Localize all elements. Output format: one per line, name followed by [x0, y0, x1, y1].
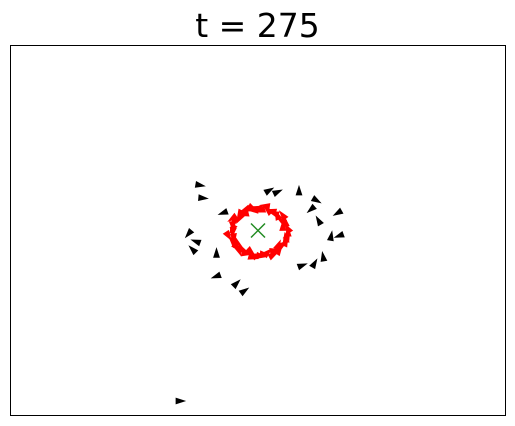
swarm-marker: [258, 203, 271, 211]
swarm-marker: [282, 229, 291, 241]
agent-marker: [333, 230, 345, 238]
agent-marker: [306, 203, 317, 214]
agent-marker: [295, 184, 303, 196]
agent-marker: [310, 195, 322, 204]
target-layer: [250, 222, 266, 239]
swarm-marker: [247, 206, 259, 214]
target-marker: [250, 222, 266, 239]
agent-marker: [188, 245, 199, 256]
agent-marker: [271, 189, 283, 198]
agent-marker: [230, 279, 241, 290]
agent-marker: [210, 271, 222, 279]
agent-marker: [175, 397, 187, 405]
swarm-marker: [236, 212, 245, 224]
agent-marker: [190, 239, 202, 247]
agent-marker: [296, 263, 308, 271]
agent-marker: [213, 247, 220, 258]
swarm-marker: [231, 237, 243, 248]
swarm-marker: [239, 204, 251, 213]
swarm-marker: [267, 251, 279, 261]
agent-marker: [327, 230, 334, 242]
agent-marker: [263, 187, 275, 196]
swarm-layer: [222, 202, 294, 261]
swarm-marker: [261, 248, 273, 259]
agent-marker: [315, 215, 324, 227]
chart-title: t = 275: [195, 6, 320, 45]
agent-marker: [320, 250, 328, 262]
swarm-marker: [245, 245, 256, 256]
swarm-marker: [227, 212, 239, 222]
agent-marker: [184, 227, 195, 239]
agent-layer: [175, 181, 345, 405]
agent-marker: [194, 181, 206, 188]
swarm-marker: [278, 210, 289, 222]
agent-marker: [198, 194, 209, 202]
swarm-marker: [233, 244, 242, 257]
agent-marker: [217, 208, 229, 215]
swarm-marker: [273, 239, 281, 251]
agent-marker: [309, 258, 318, 270]
agent-marker: [238, 287, 250, 297]
agent-marker: [332, 207, 344, 216]
